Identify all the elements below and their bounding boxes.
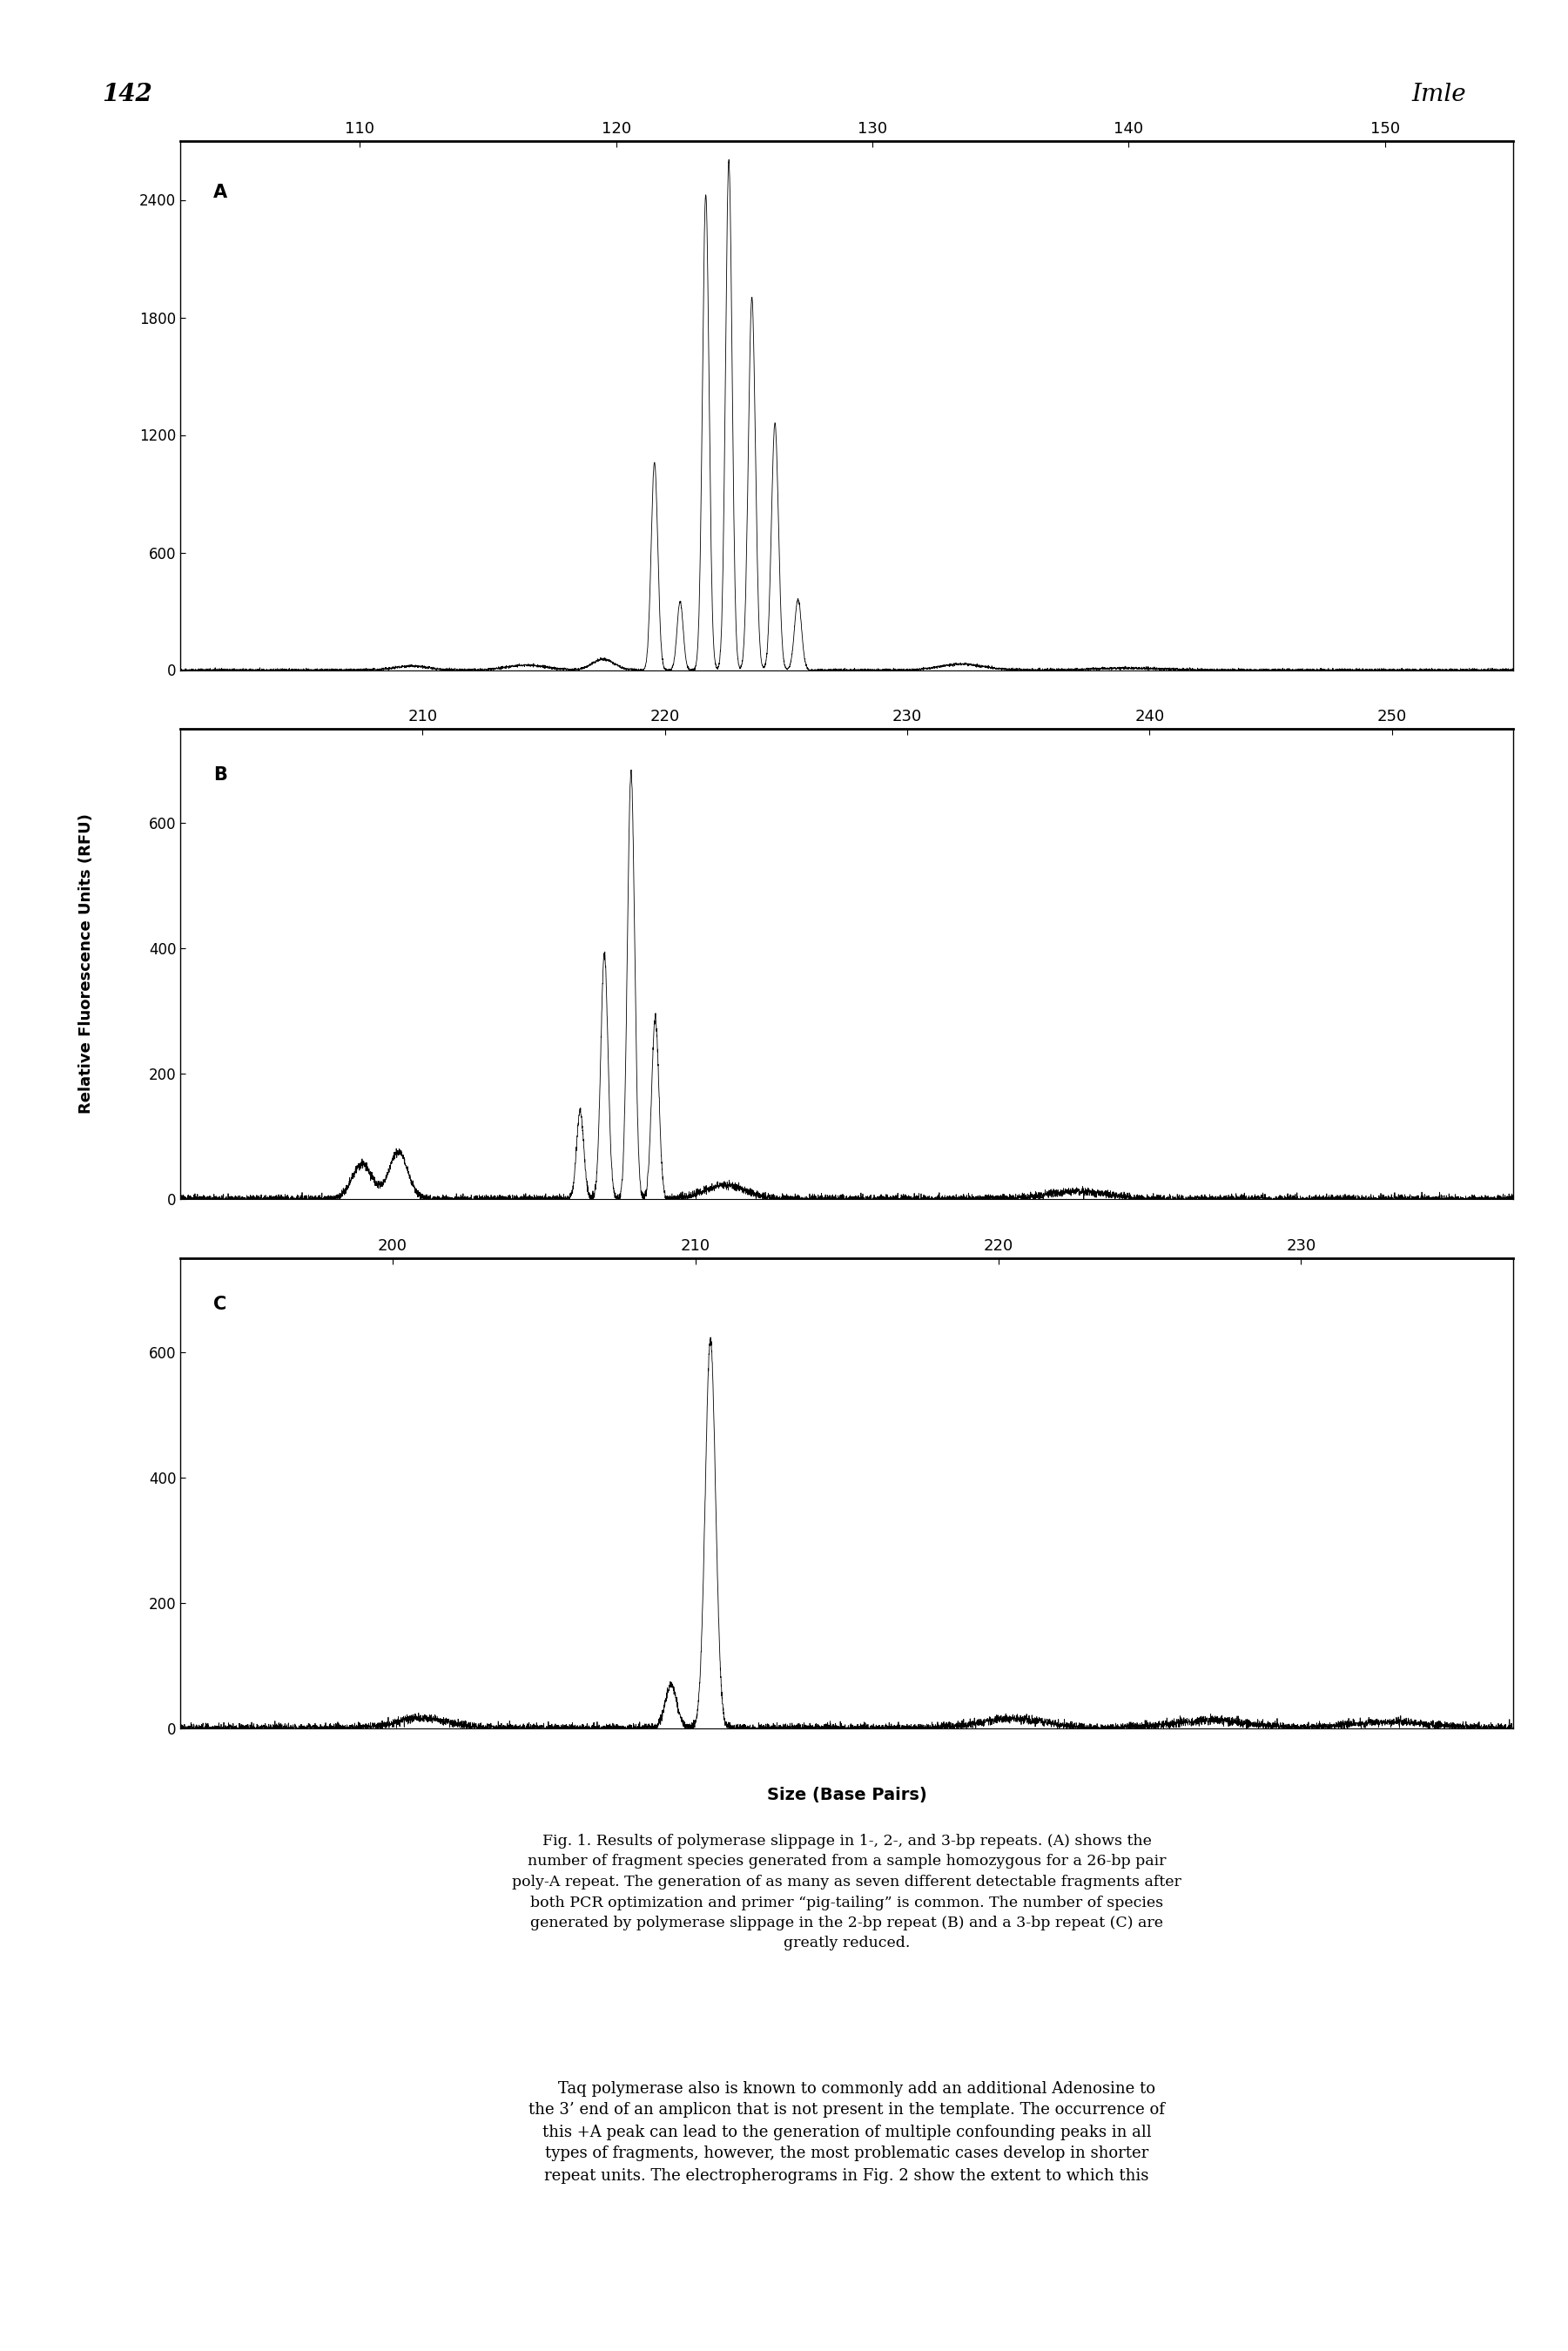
Text: Relative Fluorescence Units (RFU): Relative Fluorescence Units (RFU) bbox=[78, 813, 94, 1114]
Text: Imle: Imle bbox=[1411, 82, 1466, 106]
Text: B: B bbox=[213, 766, 227, 783]
Text: Fig. 1. Results of polymerase slippage in 1-, 2-, and 3-bp repeats. (A) shows th: Fig. 1. Results of polymerase slippage i… bbox=[513, 1834, 1181, 1951]
Text: C: C bbox=[213, 1295, 227, 1312]
Text: Size (Base Pairs): Size (Base Pairs) bbox=[767, 1787, 927, 1803]
Text: 142: 142 bbox=[102, 82, 152, 106]
Text: A: A bbox=[213, 183, 227, 200]
Text: Taq polymerase also is known to commonly add an additional Adenosine to
the 3’ e: Taq polymerase also is known to commonly… bbox=[528, 2081, 1165, 2184]
